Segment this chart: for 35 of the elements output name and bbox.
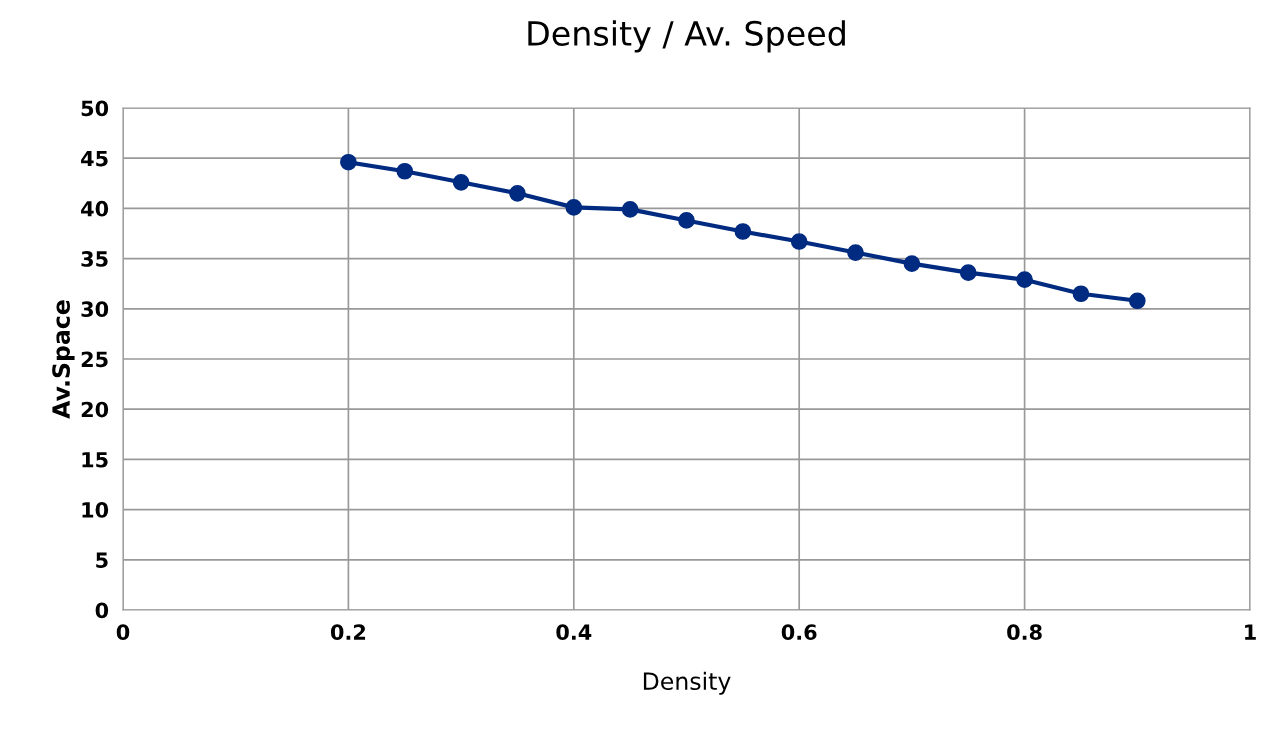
- y-tick-label: 5: [96, 552, 108, 569]
- x-tick-label: 0.4: [556, 624, 592, 641]
- point: [790, 233, 808, 250]
- point: [734, 223, 752, 240]
- y-tick-label: 15: [82, 452, 108, 468]
- y-tick-label: 40: [81, 200, 109, 217]
- point: [452, 173, 470, 191]
- y-tick-label: 35: [81, 251, 108, 267]
- x-tick-label: 0.6: [781, 624, 817, 641]
- x-tick-label: 0.8: [1007, 624, 1042, 641]
- point: [959, 264, 977, 281]
- point: [903, 255, 921, 272]
- point: [1128, 292, 1146, 310]
- point: [1016, 271, 1033, 289]
- x-axis-title: Density: [643, 671, 731, 695]
- chart-title: Density / Av. Speed: [528, 20, 845, 53]
- x-tick-label: 0: [116, 624, 130, 641]
- point: [340, 153, 357, 171]
- point: [1072, 285, 1090, 303]
- point: [847, 244, 864, 261]
- y-tick-label: 50: [81, 100, 109, 117]
- point: [565, 199, 583, 216]
- y-tick-label: 0: [95, 602, 109, 619]
- y-tick-label: 25: [81, 351, 108, 368]
- y-tick-label: 45: [81, 150, 108, 167]
- point: [396, 162, 414, 180]
- y-tick-label: 10: [82, 502, 109, 518]
- x-tick-label: 1: [1245, 624, 1256, 640]
- y-axis-title: Av.Space: [52, 300, 75, 419]
- point: [678, 212, 695, 229]
- point: [509, 185, 526, 202]
- y-tick-label: 20: [81, 401, 109, 418]
- point: [621, 201, 639, 218]
- x-tick-label: 0.2: [330, 624, 366, 641]
- y-tick-label: 30: [81, 301, 109, 318]
